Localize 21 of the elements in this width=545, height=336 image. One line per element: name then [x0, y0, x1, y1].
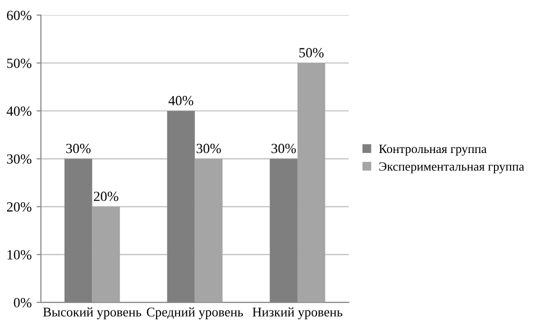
bar: [92, 206, 120, 302]
bar: [194, 158, 223, 302]
y-tick-label: 0%: [14, 298, 32, 308]
data-label: 30%: [272, 144, 296, 154]
y-tick-label: 30%: [7, 154, 32, 164]
data-label: 30%: [66, 144, 91, 154]
data-label: 50%: [299, 48, 324, 58]
y-tick-label: 40%: [6, 106, 32, 116]
legend-label: Контрольная группа: [379, 144, 487, 156]
x-tick-label: Высокий уровень: [43, 307, 142, 320]
y-tick-label: 50%: [7, 58, 32, 68]
x-tick-label: Средний уровень: [146, 307, 244, 320]
data-label: 30%: [196, 144, 221, 154]
bar: [297, 63, 326, 302]
y-tick-label: 60%: [6, 10, 32, 20]
y-tick-label: 20%: [7, 202, 32, 212]
data-label: 40%: [168, 96, 194, 106]
legend-label: Экспериментальная группа: [379, 162, 524, 174]
x-tick-label: Низкий уровень: [252, 307, 342, 320]
y-tick-label: 10%: [8, 250, 32, 260]
data-label: 20%: [94, 192, 118, 202]
